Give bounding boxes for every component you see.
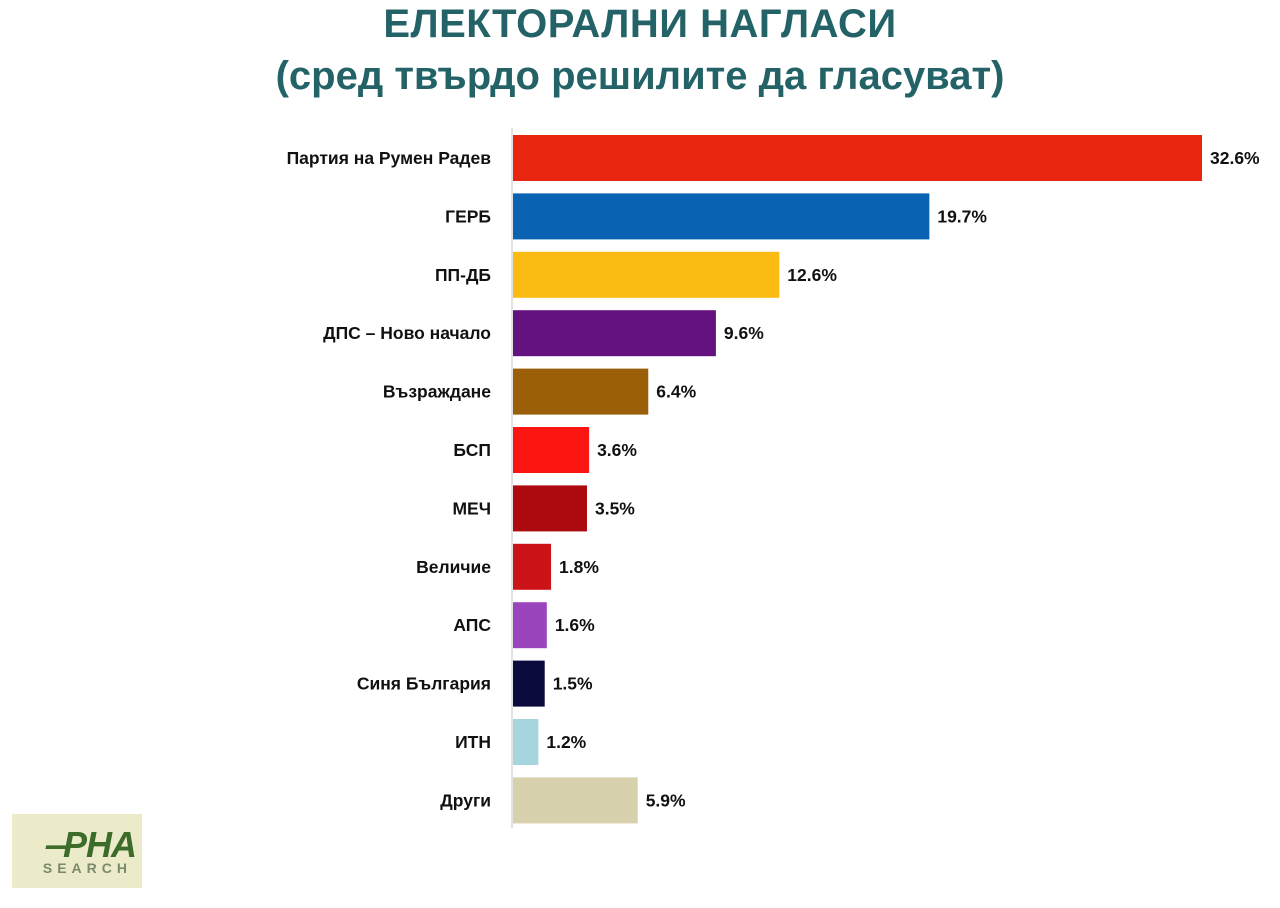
value-label-6: 3.5% [595, 498, 635, 518]
bar-1 [513, 193, 930, 240]
bar-5 [513, 427, 590, 473]
value-label-5: 3.6% [597, 440, 637, 460]
value-label-11: 5.9% [646, 790, 686, 810]
category-label-8: АПС [453, 615, 491, 635]
bar-3 [513, 310, 716, 357]
category-label-0: Партия на Румен Радев [287, 148, 492, 168]
value-label-3: 9.6% [724, 323, 764, 343]
value-label-8: 1.6% [555, 615, 595, 635]
bar-7 [513, 543, 552, 590]
category-label-2: ПП-ДБ [435, 265, 491, 285]
category-label-3: ДПС – Ново начало [323, 323, 491, 343]
value-label-2: 12.6% [787, 265, 837, 285]
category-label-1: ГЕРБ [445, 206, 491, 226]
bar-6 [513, 485, 587, 532]
category-label-6: МЕЧ [452, 498, 491, 518]
bar-2 [513, 251, 780, 298]
chart-title: ЕЛЕКТОРАЛНИ НАГЛАСИ [383, 2, 897, 46]
value-label-7: 1.8% [559, 557, 599, 577]
bar-9 [513, 660, 545, 707]
bar-4 [513, 368, 649, 415]
logo-main-text: ‒PHA [43, 824, 137, 865]
value-label-0: 32.6% [1210, 148, 1260, 168]
value-label-4: 6.4% [656, 382, 696, 402]
alpha-research-logo: ‒PHA SEARCH [12, 814, 142, 888]
value-label-9: 1.5% [553, 674, 593, 694]
category-label-7: Величие [416, 557, 491, 577]
category-label-10: ИТН [455, 732, 491, 752]
value-label-1: 19.7% [937, 206, 987, 226]
bar-10 [513, 719, 539, 765]
bar-11 [513, 777, 638, 824]
value-label-10: 1.2% [546, 732, 586, 752]
category-label-4: Възраждане [383, 382, 491, 402]
category-label-11: Други [440, 790, 491, 810]
bar-0 [513, 135, 1202, 181]
chart-subtitle: (сред твърдо решилите да гласуват) [275, 54, 1005, 98]
category-label-9: Синя България [357, 674, 491, 694]
logo-sub-text: SEARCH [42, 860, 132, 876]
category-label-5: БСП [453, 440, 491, 460]
bar-8 [513, 602, 547, 649]
